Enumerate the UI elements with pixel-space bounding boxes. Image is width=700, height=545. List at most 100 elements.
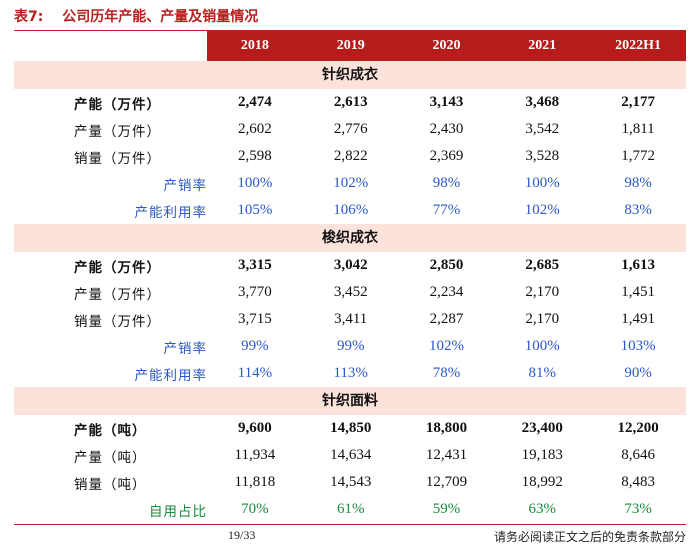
table-row: 产能（万件） 3,315 3,042 2,850 2,685 1,613 [14, 252, 686, 279]
table-cell: 78% [432, 365, 461, 381]
table-cell: 70% [241, 501, 269, 517]
table-cell: 3,042 [333, 257, 368, 273]
table-cell: 2,685 [525, 257, 560, 273]
table-cell: 12,200 [617, 420, 659, 436]
table-cell: 100% [237, 175, 273, 191]
year-header-cell: 2022H1 [615, 38, 662, 53]
table-cell: 2,850 [429, 257, 464, 273]
table-cell: 11,818 [234, 474, 276, 490]
table-row: 产销率 99% 99% 102% 100% 103% [14, 333, 686, 360]
table-cell: 2,822 [333, 148, 368, 164]
table-cell: 2,369 [429, 148, 464, 164]
table-cell: 113% [333, 365, 368, 381]
row-label: 销量（万件） [74, 313, 161, 330]
table-cell: 2,602 [238, 121, 272, 137]
table-cell: 3,468 [525, 94, 560, 110]
row-label: 产量（吨） [74, 449, 147, 466]
row-label: 产量（万件） [74, 123, 161, 140]
table-cell: 2,598 [238, 148, 272, 164]
table-cell: 2,177 [621, 94, 655, 110]
row-label: 产能（万件） [74, 96, 161, 113]
table-cell: 3,411 [334, 311, 368, 327]
table-row: 产量（万件） 3,770 3,452 2,234 2,170 1,451 [14, 279, 686, 306]
table-cell: 14,850 [330, 420, 372, 436]
row-label: 销量（吨） [74, 476, 147, 493]
table-cell: 63% [528, 501, 557, 517]
year-header-row: 2018 2019 2020 2021 2022H1 [207, 31, 686, 61]
table-row: 产销率 100% 102% 98% 100% 98% [14, 170, 686, 197]
table-row: 产能（吨） 9,600 14,850 18,800 23,400 12,200 [14, 415, 686, 442]
table-cell: 8,646 [621, 447, 655, 463]
disclaimer-note: 请务必阅读正文之后的免责条款部分 [493, 530, 686, 544]
section-header: 针织成衣 [14, 61, 686, 89]
row-label: 产能（万件） [74, 259, 161, 276]
table-cell: 3,143 [429, 94, 464, 110]
table-row: 产能利用率 114% 113% 78% 81% 90% [14, 360, 686, 387]
table-cell: 3,715 [238, 311, 272, 327]
table-cell: 102% [524, 202, 560, 218]
row-label: 产销率 [163, 177, 207, 194]
table-cell: 103% [620, 338, 656, 354]
table-cell: 83% [624, 202, 652, 218]
table-cell: 11,934 [234, 447, 276, 463]
table-cell: 98% [432, 175, 461, 191]
table-cell: 77% [432, 202, 461, 218]
row-label: 产量（万件） [74, 286, 161, 303]
table-cell: 102% [333, 175, 369, 191]
table-cell: 2,430 [429, 121, 464, 137]
table-cell: 2,776 [333, 121, 368, 137]
table-cell: 1,613 [621, 257, 655, 273]
table-row: 自用占比 70% 61% 59% 63% 73% [14, 496, 686, 523]
table-cell: 99% [241, 338, 269, 354]
table-number: 表7: [14, 9, 44, 25]
table-cell: 14,543 [330, 474, 372, 490]
row-label: 产能（吨） [74, 422, 147, 439]
bottom-rule [14, 524, 686, 525]
table-cell: 2,170 [525, 311, 560, 327]
table-row: 产量（万件） 2,602 2,776 2,430 3,542 1,811 [14, 116, 686, 143]
table-cell: 2,234 [429, 284, 464, 300]
table-row: 产能（万件） 2,474 2,613 3,143 3,468 2,177 [14, 89, 686, 116]
row-label: 自用占比 [149, 503, 207, 520]
table-cell: 100% [524, 175, 560, 191]
table-cell: 114% [237, 365, 273, 381]
table-caption: 表7: 公司历年产能、产量及销量情况 [14, 6, 258, 28]
table-cell: 12,431 [425, 447, 468, 463]
table-cell: 8,483 [621, 474, 655, 490]
table-cell: 81% [528, 365, 557, 381]
row-label: 产能利用率 [134, 204, 207, 221]
top-rule [14, 30, 686, 31]
table-cell: 59% [432, 501, 461, 517]
table-cell: 1,491 [621, 311, 655, 327]
year-header-cell: 2021 [528, 38, 557, 53]
table-cell: 18,992 [521, 474, 563, 490]
section-header: 梭织成衣 [14, 224, 686, 252]
table-cell: 3,528 [525, 148, 560, 164]
year-header-cell: 2018 [240, 38, 269, 53]
table-cell: 9,600 [238, 420, 272, 436]
table-cell: 90% [624, 365, 652, 381]
table-cell: 102% [428, 338, 464, 354]
table-cell: 98% [624, 175, 652, 191]
table-cell: 61% [336, 501, 365, 517]
table-row: 产能利用率 105% 106% 77% 102% 83% [14, 197, 686, 224]
table-cell: 1,811 [621, 121, 655, 137]
table-row: 销量（万件） 2,598 2,822 2,369 3,528 1,772 [14, 143, 686, 170]
table-cell: 73% [624, 501, 652, 517]
row-label: 销量（万件） [74, 150, 161, 167]
table-cell: 2,170 [525, 284, 560, 300]
table-cell: 19,183 [521, 447, 563, 463]
table-cell: 1,451 [621, 284, 655, 300]
table-cell: 3,770 [238, 284, 272, 300]
table-cell: 14,634 [330, 447, 372, 463]
table-cell: 2,287 [429, 311, 464, 327]
table-title: 公司历年产能、产量及销量情况 [62, 9, 259, 25]
row-label: 产能利用率 [134, 367, 207, 384]
table-cell: 12,709 [425, 474, 468, 490]
table-cell: 3,315 [238, 257, 272, 273]
table-cell: 105% [237, 202, 273, 218]
section-header: 针织面料 [14, 387, 686, 415]
table-cell: 2,613 [333, 94, 368, 110]
table-cell: 18,800 [425, 420, 468, 436]
table-row: 销量（万件） 3,715 3,411 2,287 2,170 1,491 [14, 306, 686, 333]
